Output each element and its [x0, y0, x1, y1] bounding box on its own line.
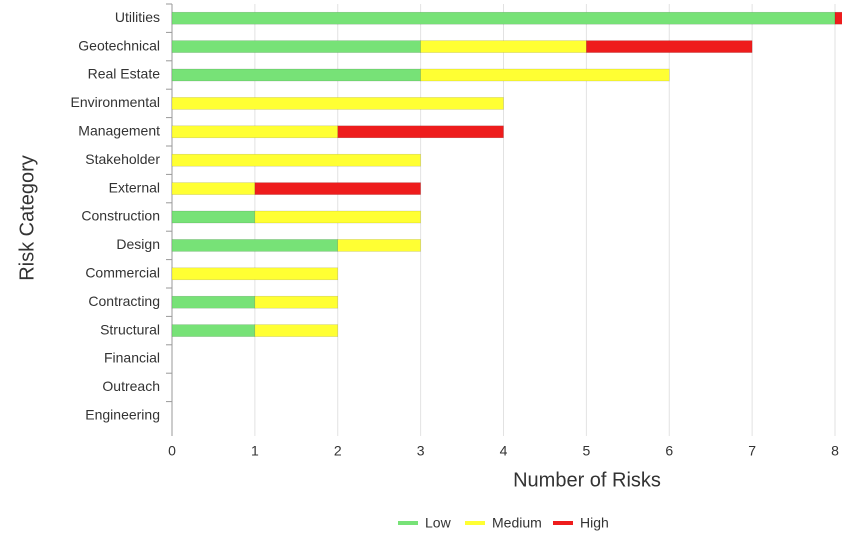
- bar-segment: [337, 125, 504, 139]
- x-tick-label: 8: [831, 443, 839, 459]
- bar-segment: [337, 239, 421, 252]
- bar-segment: [171, 295, 256, 309]
- y-tick-label: Financial: [104, 350, 160, 366]
- bar-segment: [254, 324, 338, 337]
- y-tick-label: Outreach: [102, 378, 160, 394]
- x-tick-label: 6: [665, 443, 673, 459]
- bar-segment: [171, 324, 256, 337]
- y-tick-label: Construction: [81, 208, 160, 224]
- y-tick-label: Structural: [100, 321, 160, 337]
- bar-segment: [254, 295, 338, 309]
- y-tick-label: Utilities: [115, 9, 160, 25]
- y-tick-label: Contracting: [88, 293, 160, 309]
- x-axis-title: Number of Risks: [513, 469, 661, 491]
- y-tick-label: Management: [78, 123, 160, 139]
- y-tick-label: Engineering: [85, 407, 160, 423]
- y-tick-label: Stakeholder: [85, 151, 160, 167]
- bar-segment: [171, 125, 338, 139]
- bar-segment: [586, 40, 753, 53]
- bar-segment: [171, 182, 256, 195]
- y-tick-label: Design: [116, 236, 160, 252]
- bar-segment: [171, 40, 421, 53]
- legend-label: Low: [425, 515, 452, 531]
- bar-segment: [171, 68, 421, 82]
- bar-segment: [254, 210, 421, 224]
- bar-segment: [834, 11, 842, 25]
- legend-label: Medium: [492, 515, 542, 531]
- y-axis-title: Risk Category: [16, 155, 38, 281]
- bar-segment: [420, 40, 587, 53]
- bar-segment: [254, 182, 421, 195]
- y-tick-label: Commercial: [85, 265, 160, 281]
- x-tick-label: 5: [582, 443, 590, 459]
- bar-segment: [171, 239, 338, 252]
- bar-segment: [171, 267, 338, 281]
- x-tick-label: 3: [417, 443, 425, 459]
- x-tick-label: 7: [748, 443, 756, 459]
- bar-segment: [171, 97, 504, 110]
- bar-segment: [171, 153, 421, 167]
- x-tick-label: 0: [168, 443, 176, 459]
- bar-segment: [171, 210, 256, 224]
- legend-label: High: [580, 515, 609, 531]
- y-tick-label: Geotechnical: [78, 37, 160, 53]
- y-tick-label: Environmental: [71, 94, 161, 110]
- bar-segment: [420, 68, 670, 82]
- x-tick-label: 2: [334, 443, 342, 459]
- bar-segment: [171, 11, 836, 25]
- y-tick-label: External: [109, 179, 160, 195]
- x-tick-label: 1: [251, 443, 259, 459]
- x-tick-label: 4: [500, 443, 508, 459]
- y-tick-label: Real Estate: [88, 66, 161, 82]
